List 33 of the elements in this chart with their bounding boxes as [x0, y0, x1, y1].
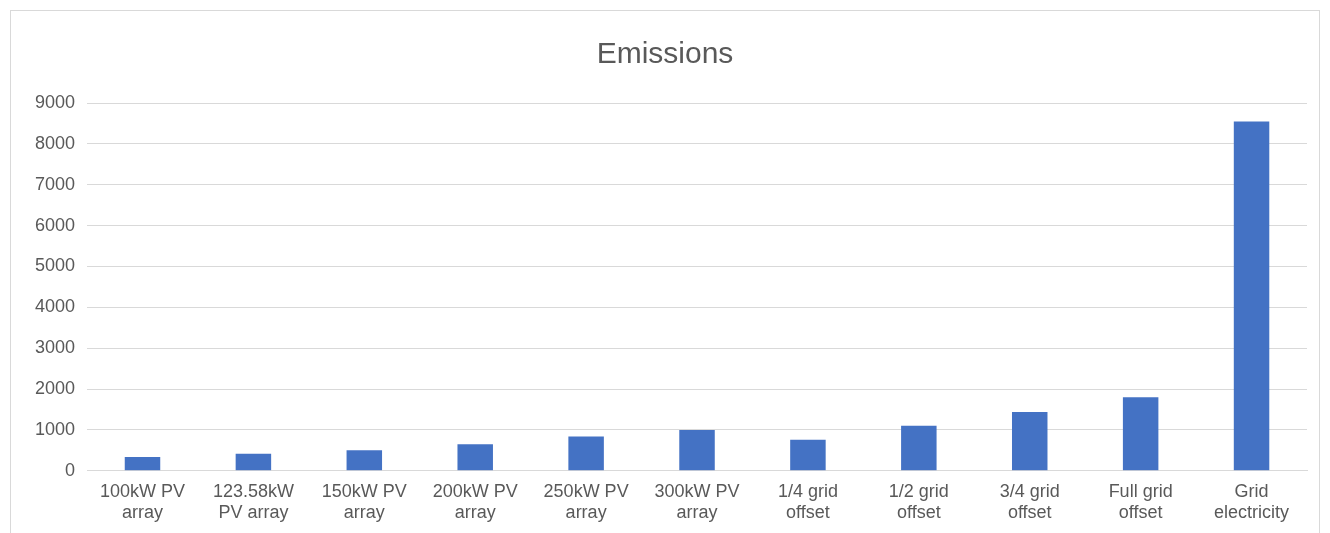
bar	[124, 456, 161, 471]
x-tick-label: 3/4 grid offset	[999, 480, 1060, 523]
y-tick-label: 4000	[35, 296, 76, 317]
x-tick-label: 300kW PV array	[654, 480, 740, 523]
bar	[1011, 411, 1048, 471]
bar	[679, 429, 715, 471]
y-tick-label: 9000	[35, 91, 76, 112]
x-tick-label: 1/2 grid offset	[888, 480, 949, 523]
x-tick-label: Full grid offset	[1108, 480, 1173, 523]
y-tick-label: 6000	[35, 214, 76, 235]
bar	[235, 453, 272, 471]
bar	[1122, 397, 1159, 471]
bar	[568, 436, 604, 471]
bar	[901, 425, 937, 471]
y-tick-label: 7000	[35, 173, 76, 194]
bar	[1233, 121, 1270, 471]
bar	[457, 444, 493, 471]
y-tick-label: 1000	[35, 418, 76, 439]
y-tick-label: 5000	[35, 255, 76, 276]
x-tick-label: 123.58kW PV array	[212, 480, 294, 523]
x-tick-label: 250kW PV array	[543, 480, 629, 523]
x-tick-label: 1/4 grid offset	[777, 480, 838, 523]
x-tick-label: Grid electricity	[1214, 480, 1290, 523]
chart-title: Emissions	[596, 36, 734, 70]
x-tick-label: 150kW PV array	[321, 480, 407, 523]
y-tick-label: 8000	[35, 132, 76, 153]
x-tick-label: 100kW PV array	[99, 480, 186, 523]
y-tick-label: 2000	[35, 378, 76, 399]
x-tick-label: 200kW PV array	[432, 480, 518, 523]
bar	[790, 439, 826, 471]
bar	[346, 450, 383, 471]
y-tick-label: 0	[65, 459, 76, 480]
y-tick-label: 3000	[35, 337, 76, 358]
